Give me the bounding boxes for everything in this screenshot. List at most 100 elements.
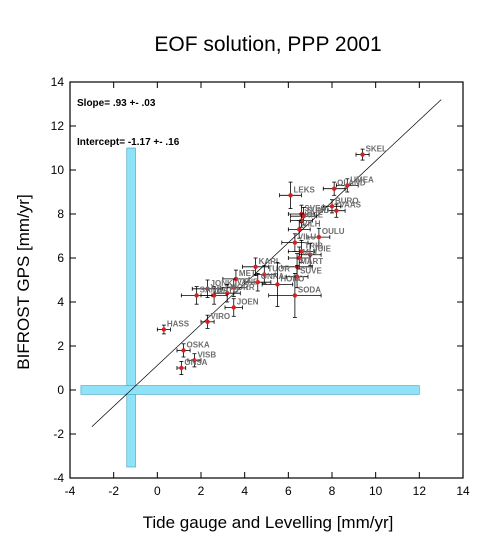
data-point: JOEN [224,298,259,317]
point-label: TRIB [304,241,323,250]
x-axis: -4 -2 0 2 4 6 8 10 12 14 [65,82,470,498]
x-tick-label: 10 [369,484,383,498]
point-marker [297,255,302,261]
slope-annotation: Slope= .93 +- .03 [77,98,156,109]
point-label: TUOR [267,265,290,274]
point-marker [253,264,258,269]
point-label: UMEA [350,175,374,184]
point-label: SUND [307,206,330,215]
y-tick-label: 10 [51,163,65,177]
y-tick-label: 4 [57,295,64,309]
point-marker [294,274,300,279]
point-marker [205,286,210,291]
point-marker [275,282,280,287]
data-point: KIVE [290,211,324,228]
x-tick-label: 12 [413,484,427,498]
point-label: JONK [211,279,233,288]
data-point: VILH [287,219,321,239]
point-label: OLAND [337,179,366,188]
point-label: ONSA [184,358,207,367]
point-label: SVEG [304,204,326,213]
point-marker [331,186,337,191]
point-marker [360,152,365,157]
point-label: LEKS [294,185,316,194]
point-marker [205,319,210,324]
data-point: VAAS [327,201,362,218]
x-tick-label: 8 [329,484,336,498]
data-point: ONRA [244,272,285,292]
point-label: HONO [280,274,304,283]
point-label: VISB [197,350,216,359]
plot-frame [69,81,464,479]
x-tick-label: 4 [241,484,248,498]
data-point: SKEL [355,145,387,161]
y-tick-label: 12 [51,119,65,133]
data-point: TUOR [252,265,290,284]
point-label: ONRA [261,272,285,281]
point-marker [194,293,199,298]
y-tick-label: 8 [57,207,64,221]
intercept-annotation: Intercept= -1.17 +- .16 [77,137,180,148]
point-marker [231,305,236,310]
point-label: MART [300,257,323,266]
point-label: BURO [335,196,359,205]
point-marker [161,327,167,332]
point-label: KARL [259,257,281,266]
point-label: VANE [237,278,259,287]
x-tick-label: -2 [108,484,119,498]
y-tick-label: 2 [57,339,64,353]
point-marker [316,234,322,240]
data-point: LEKS [279,181,316,209]
data-point: MORR [213,283,255,303]
error-bands [80,147,420,468]
point-marker [334,208,339,213]
point-marker [345,183,350,188]
data-point: SUND [290,206,330,226]
data-point: VIRO [200,312,230,329]
point-marker [288,193,293,198]
point-marker [255,280,260,285]
data-point: SAND [180,285,223,305]
data-point: OLAND [322,179,366,196]
point-label: MORR [230,283,255,292]
point-marker [301,214,306,219]
point-label: HASS [167,320,190,329]
data-point: MUL [287,246,320,270]
point-label: SAND [200,285,223,294]
data-point: HONO [261,261,304,307]
point-marker [299,218,304,223]
horizontal-error-band [80,385,420,395]
point-marker [299,249,304,254]
data-point: HASS [156,320,190,335]
point-marker [262,272,267,277]
point-marker [329,204,335,209]
y-tick-label: -4 [53,471,64,485]
x-tick-label: 0 [154,484,161,498]
point-marker [181,348,186,353]
point-label: RATU [217,285,239,294]
vertical-error-band [126,147,136,468]
point-label: MUL [302,248,319,257]
x-axis-title: Tide gauge and Levelling [mm/yr] [143,513,394,532]
data-point: UMEA [335,175,374,193]
point-marker [307,252,313,257]
y-axis: -4 -2 0 2 4 6 8 10 12 14 [51,75,463,485]
point-marker [231,285,236,290]
y-tick-label: 6 [57,251,64,265]
data-point: VISB [187,350,216,368]
chart-title: EOF solution, PPP 2001 [154,33,381,56]
point-marker [211,293,217,298]
point-label: SKEL [366,145,387,154]
data-point: JONK [191,279,233,299]
point-marker [297,227,302,232]
point-label: JUIE [313,245,331,254]
y-axis-title: BIFROST GPS [mm/yr] [14,194,33,369]
x-tick-label: 14 [456,484,470,498]
point-label: VILH [302,219,320,228]
data-point: OSKA [176,340,210,358]
data-point: MET [222,269,256,289]
point-label: SUVE [300,267,322,276]
point-marker [292,240,298,245]
